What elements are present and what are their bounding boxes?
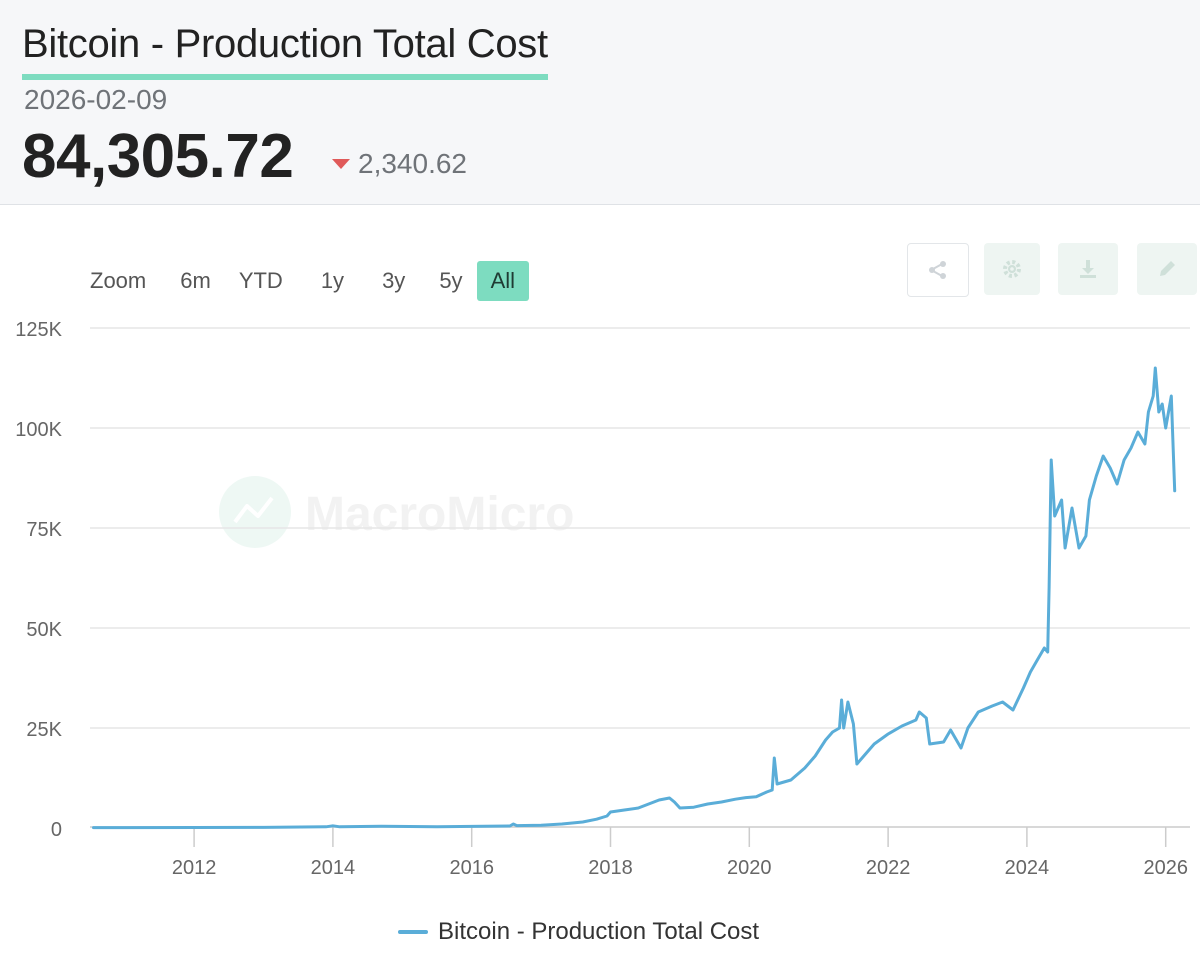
x-tick-label: 2016	[449, 857, 494, 879]
x-tick-label: 2026	[1143, 857, 1188, 879]
watermark-text: MacroMicro	[305, 488, 574, 541]
gear-icon	[1003, 260, 1021, 278]
range-button-6m[interactable]: 6m	[180, 268, 211, 293]
latest-date: 2026-02-09	[24, 84, 168, 115]
y-tick-label: 100K	[15, 419, 62, 441]
legend-swatch	[398, 930, 428, 934]
y-tick-label: 75K	[26, 519, 62, 541]
edit-icon	[1160, 261, 1175, 276]
edit-button[interactable]	[1137, 243, 1197, 295]
x-tick-label: 2018	[588, 857, 633, 879]
range-button-1y[interactable]: 1y	[320, 268, 345, 293]
share-icon	[929, 261, 946, 279]
y-tick-label: 25K	[26, 719, 62, 741]
x-tick-label: 2020	[727, 857, 772, 879]
series-line	[92, 366, 1177, 830]
watermark: MacroMicro	[219, 476, 574, 548]
settings-button[interactable]	[984, 243, 1040, 295]
x-tick-label: 2014	[311, 857, 356, 879]
y-tick-label: 0	[51, 819, 62, 841]
download-icon	[1080, 260, 1096, 278]
range-selector: Zoom 6m YTD 1y 3y 5y All	[90, 261, 530, 301]
header-panel: Bitcoin - Production Total Cost 2026-02-…	[0, 0, 1200, 205]
latest-value: 84,305.72	[22, 122, 294, 191]
y-tick-label: 125K	[15, 319, 62, 341]
y-tick-label: 50K	[26, 619, 62, 641]
range-button-all[interactable]: All	[476, 261, 530, 301]
download-button[interactable]	[1058, 243, 1118, 295]
triangle-down-icon	[332, 159, 350, 169]
page-title: Bitcoin - Production Total Cost	[22, 20, 548, 80]
share-button[interactable]	[907, 243, 969, 297]
zoom-label: Zoom	[90, 268, 147, 293]
x-tick-label: 2024	[1005, 857, 1050, 879]
legend[interactable]: Bitcoin - Production Total Cost	[398, 918, 759, 946]
range-button-ytd[interactable]: YTD	[238, 268, 283, 293]
change-indicator: 2,340.62	[332, 148, 467, 180]
range-button-5y[interactable]: 5y	[439, 268, 463, 293]
change-value: 2,340.62	[358, 148, 467, 179]
legend-label: Bitcoin - Production Total Cost	[438, 918, 760, 945]
x-tick-label: 2012	[172, 857, 217, 879]
range-button-3y[interactable]: 3y	[382, 268, 406, 293]
x-tick-label: 2022	[866, 857, 911, 879]
